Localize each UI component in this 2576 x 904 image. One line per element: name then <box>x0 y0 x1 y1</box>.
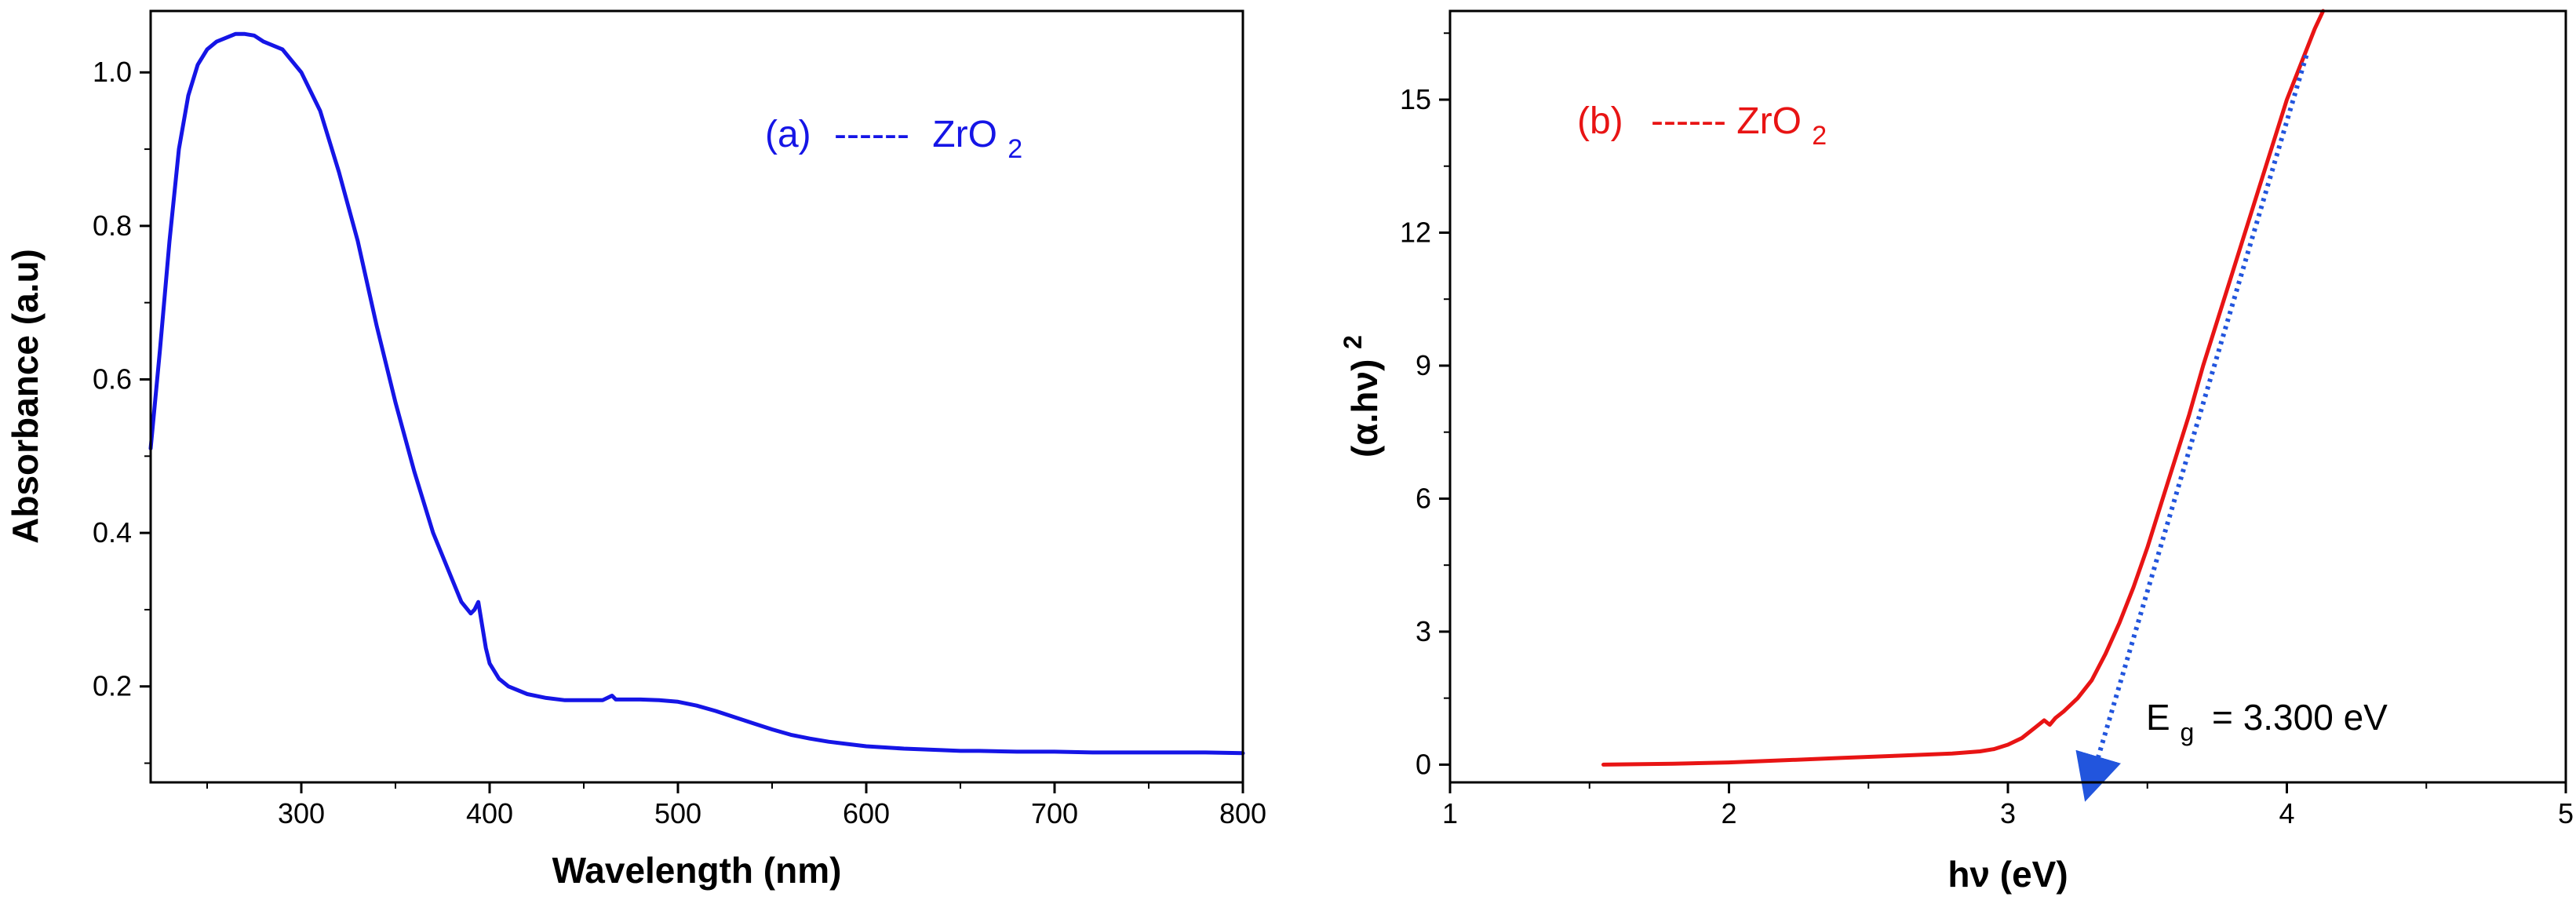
b-legend-label: (b) <box>1577 100 1623 142</box>
svg-text:E g = 3.300 eV: E g = 3.300 eV <box>2146 697 2388 749</box>
a-x-tick-label: 800 <box>1219 797 1266 829</box>
b-x-axis-title: hν (eV) <box>1947 854 2068 895</box>
b-annotation-subscript: g <box>2180 718 2194 746</box>
b-x-tick-label: 3 <box>2000 797 2016 829</box>
b-y-tick-label: 3 <box>1416 615 1431 647</box>
panel-a-absorbance-chart: 300 400 500 600 700 800 0.2 0.4 0.6 0.8 1.0 Wavel… <box>5 9 1266 891</box>
a-x-tick-label: 500 <box>654 797 701 829</box>
a-legend-label: (a) <box>765 114 811 155</box>
b-annotation-label: E <box>2146 697 2170 738</box>
b-x-ticks: 1 2 3 4 5 <box>1442 782 2574 829</box>
b-fit-line-arrow <box>2075 54 2309 802</box>
b-y-axis-title-superscript: 2 <box>1339 335 1367 349</box>
a-y-tick-label: 1.0 <box>93 56 132 88</box>
b-legend: (b) ------ ZrO 2 <box>1577 100 1827 151</box>
b-legend-dashes: ------ <box>1651 100 1726 142</box>
a-x-ticks: 300 400 500 600 700 800 <box>206 782 1266 829</box>
a-legend-subscript: 2 <box>1007 134 1022 164</box>
a-y-ticks: 0.2 0.4 0.6 0.8 1.0 <box>93 56 151 764</box>
a-y-tick-label: 0.4 <box>93 516 132 549</box>
a-y-tick-label: 0.2 <box>93 670 132 702</box>
svg-text:(b) ------ ZrO: (b) ------ ZrO 2 <box>1577 100 1827 151</box>
b-y-ticks: 0 3 6 9 12 15 <box>1400 32 1450 780</box>
a-x-tick-label: 400 <box>466 797 513 829</box>
b-y-tick-label: 12 <box>1400 216 1431 248</box>
a-series-line-0 <box>148 31 1245 756</box>
a-x-tick-label: 700 <box>1031 797 1078 829</box>
a-legend-material: ZrO <box>932 114 997 155</box>
b-x-tick-label: 5 <box>2558 797 2574 829</box>
b-series-line-0 <box>1601 9 2326 767</box>
b-y-tick-label: 9 <box>1416 349 1431 381</box>
b-series-group <box>1601 9 2326 802</box>
b-y-axis-title: (α.hν) 2 <box>1339 335 1385 457</box>
b-y-tick-label: 0 <box>1416 748 1431 780</box>
a-y-axis-title: Absorbance (a.u) <box>5 249 46 544</box>
a-legend: (a) ------ ZrO 2 <box>765 114 1022 164</box>
b-legend-material: ZrO <box>1736 100 1802 142</box>
b-y-tick-label: 15 <box>1400 83 1431 115</box>
svg-text:(a) ------ ZrO: (a) ------ ZrO 2 <box>765 114 1022 164</box>
a-plot-frame <box>149 9 1244 784</box>
a-x-tick-label: 300 <box>278 797 325 829</box>
b-y-tick-label: 6 <box>1416 482 1431 514</box>
a-x-tick-label: 600 <box>843 797 890 829</box>
a-x-axis-title: Wavelength (nm) <box>552 850 842 891</box>
a-y-tick-label: 0.8 <box>93 210 132 242</box>
b-x-tick-label: 4 <box>2279 797 2294 829</box>
b-bandgap-annotation: E g = 3.300 eV <box>2146 697 2388 749</box>
b-y-axis-title-base: (α.hν) <box>1344 359 1385 457</box>
b-x-tick-label: 2 <box>1721 797 1736 829</box>
a-y-tick-label: 0.6 <box>93 363 132 395</box>
a-legend-dashes: ------ <box>834 114 909 155</box>
a-series-group <box>148 31 1245 756</box>
b-annotation-value: = 3.300 eV <box>2212 697 2388 738</box>
b-x-tick-label: 1 <box>1442 797 1458 829</box>
b-legend-subscript: 2 <box>1812 121 1827 151</box>
